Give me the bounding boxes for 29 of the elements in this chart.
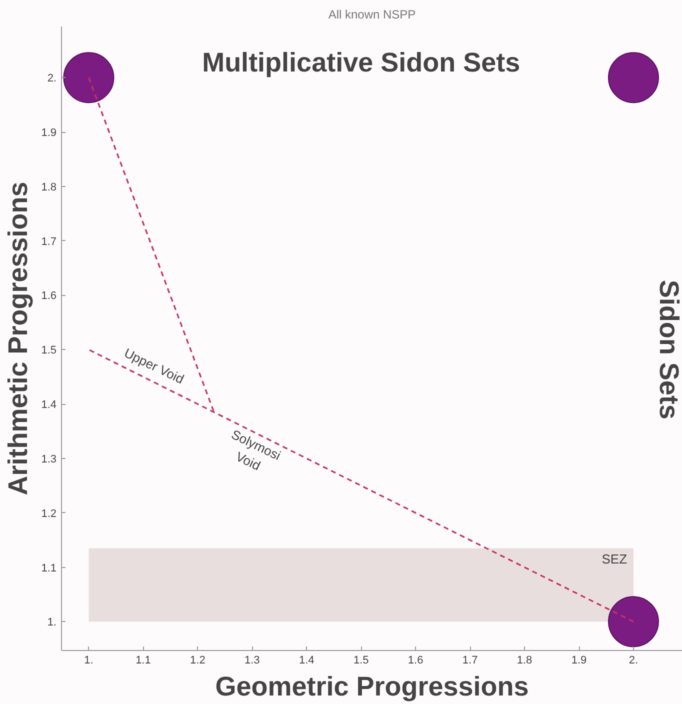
x-tick-label: 1.9 [571, 654, 587, 666]
y-tick-label: 1.8 [41, 181, 57, 194]
x-tick-label: 2. [628, 654, 638, 666]
y-tick-label: 1.9 [41, 127, 57, 140]
annotation: Multiplicative Sidon Sets [202, 48, 520, 78]
y-tick-label: 2. [47, 72, 57, 85]
y-tick-label: 1.7 [41, 236, 57, 248]
y-tick-label: 1. [47, 616, 57, 629]
x-tick-label: 1. [84, 654, 94, 666]
x-tick-label: 1.3 [244, 654, 260, 666]
y-tick-label: 1.5 [41, 344, 57, 357]
y-tick-label: 1.3 [41, 453, 57, 466]
chart-title: All known NSPP [328, 8, 416, 22]
x-axis-title: Geometric Progressions [215, 672, 529, 702]
annotation: SEZ [602, 552, 628, 567]
y-tick-label: 1.6 [41, 290, 57, 302]
x-tick-label: 1.2 [190, 654, 206, 666]
y-axis-title: Arithmetic Progressions [3, 182, 34, 496]
y-tick-label: 1.4 [41, 399, 57, 412]
annotation: Sidon Sets [654, 280, 682, 420]
x-tick-label: 1.7 [462, 654, 478, 666]
y-tick-label: 1.1 [41, 562, 57, 574]
x-tick-label: 1.4 [298, 654, 314, 666]
annotation: Upper Void [122, 345, 186, 387]
y-tick-label: 1.2 [41, 508, 57, 520]
x-tick-label: 1.8 [516, 654, 532, 666]
x-tick-label: 1.1 [136, 654, 151, 666]
x-tick-label: 1.5 [353, 654, 369, 666]
x-tick-label: 1.6 [408, 654, 424, 666]
